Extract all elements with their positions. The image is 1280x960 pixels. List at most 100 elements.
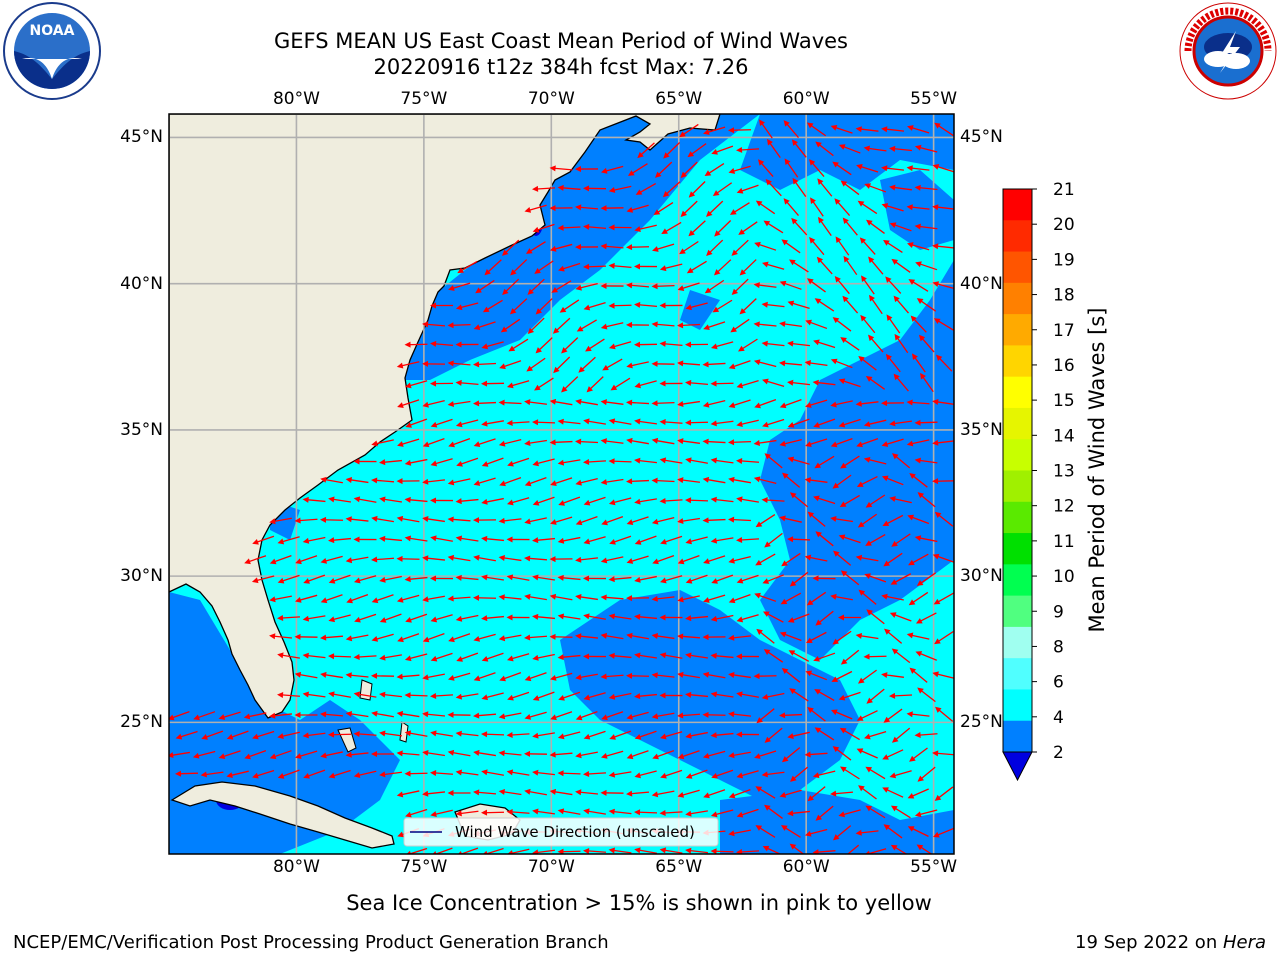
- colorbar-title: Mean Period of Wind Waves [s]: [1085, 307, 1109, 633]
- wind-wave-arrow: [473, 633, 496, 642]
- wind-wave-arrow: [702, 361, 726, 368]
- wind-wave-arrow: [320, 476, 343, 484]
- wind-wave-arrow: [685, 419, 709, 426]
- wind-wave-arrow: [600, 750, 624, 759]
- wind-wave-arrow: [447, 595, 471, 602]
- lon-tick-top: 60°W: [782, 89, 830, 109]
- wind-wave-arrow: [736, 808, 759, 818]
- wind-wave-arrow: [653, 202, 674, 216]
- wind-wave-arrow: [839, 494, 860, 508]
- wind-wave-arrow: [397, 399, 420, 409]
- wind-wave-arrow: [932, 671, 954, 679]
- wind-wave-arrow: [532, 653, 555, 661]
- colorbar-tick-label: 13: [1053, 462, 1075, 482]
- wind-wave-arrow: [583, 458, 607, 465]
- wind-wave-arrow: [226, 770, 249, 779]
- wind-wave-arrow: [789, 688, 809, 702]
- wind-wave-arrow: [858, 355, 877, 371]
- wind-wave-arrow: [557, 808, 581, 815]
- noaa-logo-text: NOAA: [30, 23, 75, 39]
- wind-wave-arrow: [422, 516, 445, 523]
- colorbar: 21 20 19 18 17 16 15 14 13 12 11 10 9 8 6 4 2: [1002, 180, 1075, 782]
- wind-wave-arrow: [787, 300, 810, 310]
- wind-wave-arrow: [780, 825, 801, 838]
- wind-wave-arrow: [809, 159, 825, 178]
- wind-wave-arrow: [575, 516, 598, 526]
- wind-wave-arrow: [473, 477, 496, 486]
- wind-wave-arrow: [396, 790, 420, 798]
- wind-wave-arrow: [600, 205, 624, 212]
- wind-wave-arrow: [728, 165, 751, 174]
- wind-wave-arrow: [842, 217, 858, 236]
- wind-wave-arrow: [863, 653, 887, 660]
- colorbar-tick-label: 6: [1053, 673, 1064, 693]
- wind-wave-arrow: [914, 144, 938, 153]
- wind-wave-arrow: [422, 711, 446, 718]
- wind-wave-arrow: [575, 556, 599, 563]
- wind-wave-arrow: [277, 536, 300, 545]
- wind-wave-arrow: [345, 556, 369, 564]
- wind-wave-arrow: [659, 614, 683, 621]
- wind-wave-arrow: [659, 419, 683, 425]
- wind-wave-arrow: [455, 302, 479, 311]
- wind-wave-arrow: [294, 671, 318, 679]
- wind-wave-arrow: [830, 593, 853, 601]
- wind-wave-arrow: [422, 438, 445, 448]
- wind-wave-arrow: [659, 847, 683, 854]
- wind-wave-arrow: [651, 437, 675, 445]
- wind-wave-arrow: [422, 595, 445, 603]
- wind-wave-arrow: [894, 333, 909, 354]
- wind-wave-arrow: [703, 555, 726, 565]
- wind-wave-arrow: [812, 849, 836, 854]
- wind-wave-arrow: [193, 711, 216, 721]
- wind-wave-arrow: [175, 770, 199, 777]
- wind-wave-arrow: [379, 496, 402, 503]
- wind-wave-arrow: [626, 282, 650, 289]
- wind-wave-arrow: [881, 438, 904, 447]
- wind-wave-arrow: [677, 712, 701, 719]
- wind-wave-arrow: [763, 649, 784, 663]
- wind-wave-arrow: [818, 216, 832, 237]
- wind-wave-arrow: [920, 372, 934, 393]
- wind-wave-arrow: [502, 239, 520, 256]
- lat-tick-left: 35°N: [120, 419, 163, 440]
- wind-wave-arrow: [320, 594, 343, 604]
- wind-wave-arrow: [302, 536, 326, 544]
- colorbar-segment: [1003, 470, 1032, 503]
- wind-wave-arrow: [787, 810, 811, 817]
- wind-wave-arrow: [730, 318, 750, 333]
- wind-wave-arrow: [706, 200, 724, 217]
- wind-wave-arrow: [455, 341, 479, 348]
- wind-wave-arrow: [626, 711, 649, 720]
- lat-tick-right: 35°N: [960, 419, 1003, 440]
- wind-wave-arrow: [575, 673, 598, 681]
- wind-wave-arrow: [634, 418, 657, 425]
- wind-wave-arrow: [481, 769, 504, 776]
- wind-wave-arrow: [473, 789, 497, 796]
- wind-wave-arrow: [396, 750, 420, 757]
- wind-wave-arrow: [915, 612, 937, 624]
- wind-wave-arrow: [890, 805, 911, 819]
- wind-wave-arrow: [353, 731, 377, 737]
- wind-wave-arrow: [906, 711, 930, 718]
- wind-wave-arrow: [762, 418, 785, 428]
- wind-wave-arrow: [626, 555, 649, 564]
- wind-wave-arrow: [685, 536, 708, 545]
- wind-wave-arrow: [889, 496, 912, 504]
- wind-wave-arrow: [608, 458, 632, 465]
- wind-wave-arrow: [558, 691, 581, 701]
- wind-wave-arrow: [883, 552, 903, 567]
- wind-wave-arrow: [404, 380, 428, 389]
- wind-wave-arrow: [524, 517, 547, 525]
- wind-wave-arrow: [481, 574, 504, 581]
- wind-wave-arrow: [507, 497, 530, 506]
- wind-wave-arrow: [575, 789, 599, 796]
- wind-wave-arrow: [865, 766, 886, 780]
- wind-wave-arrow: [379, 771, 403, 778]
- wind-wave-arrow: [320, 711, 344, 718]
- wind-wave-arrow: [762, 611, 784, 623]
- wind-wave-arrow: [583, 808, 606, 815]
- wind-wave-arrow: [835, 236, 850, 256]
- colorbar-segment: [1003, 345, 1032, 378]
- lon-tick-top: 65°W: [655, 89, 703, 109]
